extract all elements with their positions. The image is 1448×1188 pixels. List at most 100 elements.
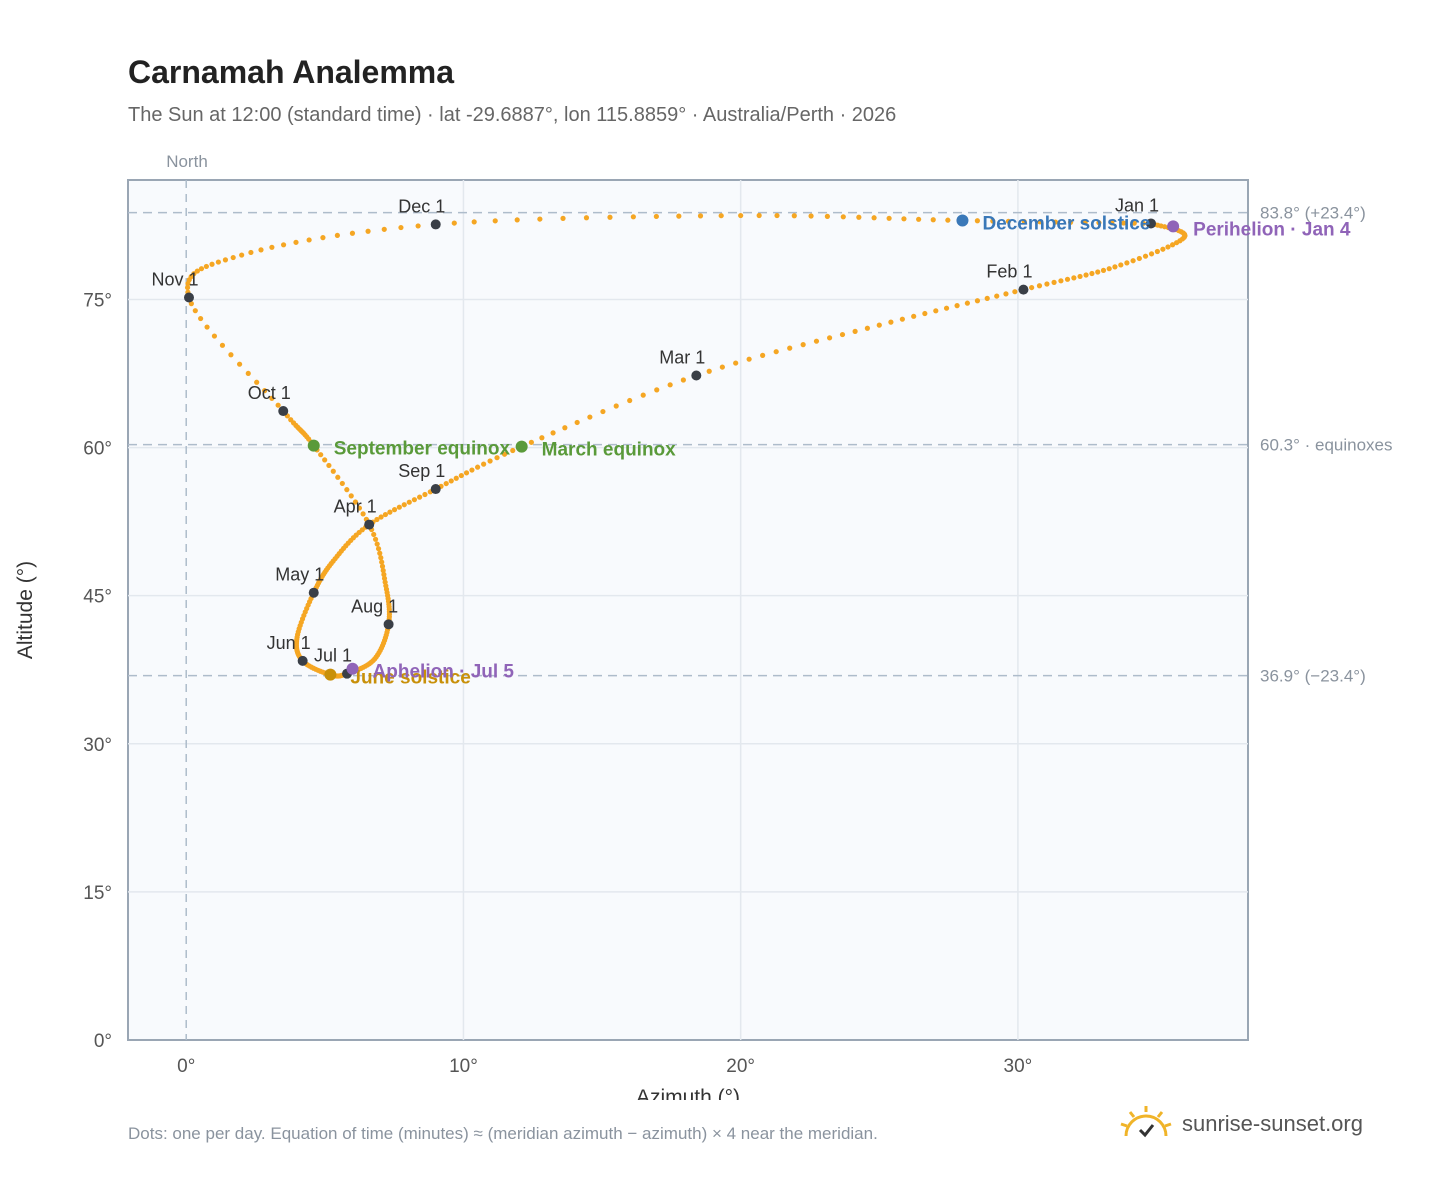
daily-dot (994, 293, 1000, 299)
daily-dot (1064, 276, 1071, 282)
north-label: North (166, 152, 208, 171)
daily-dot (1021, 218, 1027, 225)
daily-dot (378, 514, 384, 520)
daily-dot (562, 425, 568, 431)
daily-dot (204, 324, 210, 330)
daily-dot (487, 458, 493, 464)
y-tick-label: 0° (94, 1031, 112, 1052)
daily-dot (537, 216, 543, 222)
daily-dot (1124, 260, 1130, 266)
daily-dot (381, 575, 388, 582)
daily-dot (738, 212, 744, 219)
month-marker (383, 619, 394, 630)
daily-dot (901, 216, 907, 222)
daily-dot (209, 261, 215, 267)
event-marker (346, 662, 359, 675)
daily-dot (1169, 242, 1176, 248)
daily-dot (348, 493, 354, 499)
daily-dot (415, 223, 421, 229)
daily-dot (852, 328, 858, 334)
daily-dot (916, 216, 922, 222)
daily-dot (600, 408, 606, 415)
daily-dot (760, 352, 766, 358)
daily-dot (876, 322, 882, 328)
daily-dot (379, 559, 385, 565)
brand-name: sunrise-sunset.org (1182, 1111, 1363, 1136)
daily-dot (382, 511, 389, 518)
event-label: Perihelion · Jan 4 (1193, 219, 1351, 240)
daily-dot (371, 531, 377, 538)
daily-dot (1136, 255, 1142, 262)
daily-dot (463, 470, 470, 476)
daily-dot (1100, 267, 1107, 273)
daily-dot (528, 439, 534, 445)
axis-ticks: 0° 10° 20° 30° 0° 15° 30° 45° 60° 75° (83, 290, 1032, 1077)
reference-line-label: 60.3° · equinoxes (1260, 436, 1393, 455)
daily-dot (245, 370, 251, 377)
daily-dot (627, 397, 633, 404)
daily-dot (1077, 273, 1083, 280)
daily-dot (773, 349, 779, 355)
daily-dot (398, 224, 404, 231)
daily-dot (800, 342, 806, 348)
daily-dot (381, 571, 387, 578)
daily-dot (1037, 219, 1043, 225)
month-label: Jun 1 (267, 633, 311, 653)
daily-dot (560, 215, 566, 221)
daily-dot (211, 333, 218, 339)
daily-dot (374, 541, 380, 547)
daily-dot (774, 212, 780, 219)
month-marker (183, 292, 194, 303)
daily-dot (886, 215, 892, 221)
daily-dot (230, 254, 236, 261)
event-marker (307, 439, 320, 452)
daily-dot (718, 213, 724, 219)
daily-dot (293, 239, 299, 245)
month-marker (1018, 284, 1029, 295)
event-marker (1167, 220, 1180, 233)
daily-dot (1130, 258, 1136, 264)
daily-dot (911, 313, 917, 319)
daily-dot (494, 455, 500, 461)
brand: sunrise-sunset.org (1118, 1102, 1363, 1146)
event-label: September equinox (334, 439, 511, 460)
event-label: Aphelion · Jul 5 (373, 662, 515, 683)
month-label: Mar 1 (659, 347, 705, 367)
daily-dot (184, 284, 191, 291)
daily-dot (356, 505, 363, 511)
daily-dot (1005, 218, 1012, 224)
daily-dot (933, 308, 939, 314)
daily-dot (840, 214, 846, 220)
event-label: March equinox (542, 440, 677, 461)
daily-dot (1071, 275, 1077, 281)
daily-dot (746, 356, 752, 362)
daily-dot (372, 536, 379, 542)
daily-dot (945, 217, 951, 223)
daily-dot (192, 308, 198, 314)
daily-dot (1029, 284, 1035, 291)
x-axis-label: Azimuth (°) (636, 1086, 740, 1100)
daily-dot (387, 509, 393, 515)
daily-dot (481, 461, 487, 467)
daily-dot (396, 504, 402, 510)
daily-dot (539, 435, 545, 441)
daily-dot (550, 430, 556, 436)
daily-dot (318, 452, 324, 458)
daily-dot (719, 364, 725, 370)
daily-dot (954, 303, 960, 309)
daily-dot (228, 352, 234, 358)
daily-dot (653, 213, 659, 220)
month-label: Jul 1 (314, 646, 352, 666)
daily-dot (1012, 289, 1018, 295)
month-label: Oct 1 (248, 383, 291, 403)
daily-dot (574, 419, 580, 426)
daily-dot (943, 305, 950, 311)
analemma-chart: 83.8° (+23.4°) 60.3° · equinoxes 36.9° (−2… (14, 152, 1393, 1100)
daily-dot (262, 388, 268, 394)
footnote: Dots: one per day. Equation of time (min… (128, 1124, 878, 1143)
daily-dot (443, 480, 449, 487)
y-axis-label: Altitude (°) (14, 561, 37, 659)
daily-dot (930, 217, 936, 223)
daily-dot (1044, 281, 1050, 287)
